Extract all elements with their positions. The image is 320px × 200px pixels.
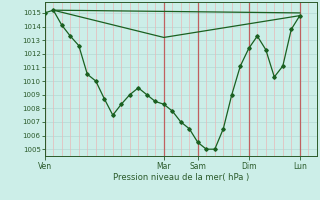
X-axis label: Pression niveau de la mer( hPa ): Pression niveau de la mer( hPa ) [113,173,249,182]
